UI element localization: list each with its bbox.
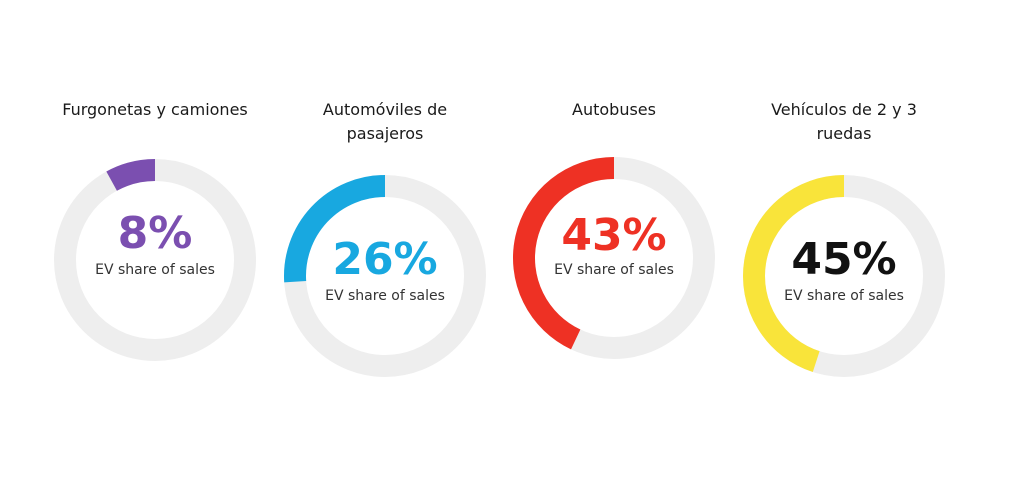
percent-label: 8%: [118, 208, 193, 259]
donut-chart-4: Vehículos de 2 y 3 ruedas 45% EV share of s…: [743, 100, 945, 377]
donut-arc: [106, 159, 156, 191]
donut-arc: [513, 157, 615, 350]
donut-arc: [743, 175, 845, 373]
chart-title-line: pasajeros: [347, 124, 424, 143]
chart-title-line: ruedas: [817, 124, 872, 143]
percent-label: 43%: [561, 210, 666, 261]
caption-label: EV share of sales: [784, 288, 904, 304]
donut-chart-3: Autobuses 43%EV share of sales: [513, 100, 715, 359]
caption-label: EV share of sales: [95, 262, 215, 278]
donut-chart-2: Automóviles de pasajeros 26% EV share of sa…: [284, 100, 486, 377]
caption-label: EV share of sales: [325, 288, 445, 304]
chart-title-line: Autobuses: [572, 100, 656, 119]
chart-title-line: Vehículos de 2 y 3: [771, 100, 917, 119]
donut-arc: [284, 175, 386, 283]
donut-track: [54, 159, 256, 361]
percent-label: 26%: [332, 234, 437, 285]
percent-label: 45%: [791, 234, 896, 285]
chart-title-line: Furgonetas y camiones: [62, 100, 248, 119]
donut-chart-1: Furgonetas y camiones 8% EV share of sales: [54, 100, 256, 361]
chart-title-line: Automóviles de: [323, 100, 447, 119]
caption-label: EV share of sales: [554, 262, 674, 278]
